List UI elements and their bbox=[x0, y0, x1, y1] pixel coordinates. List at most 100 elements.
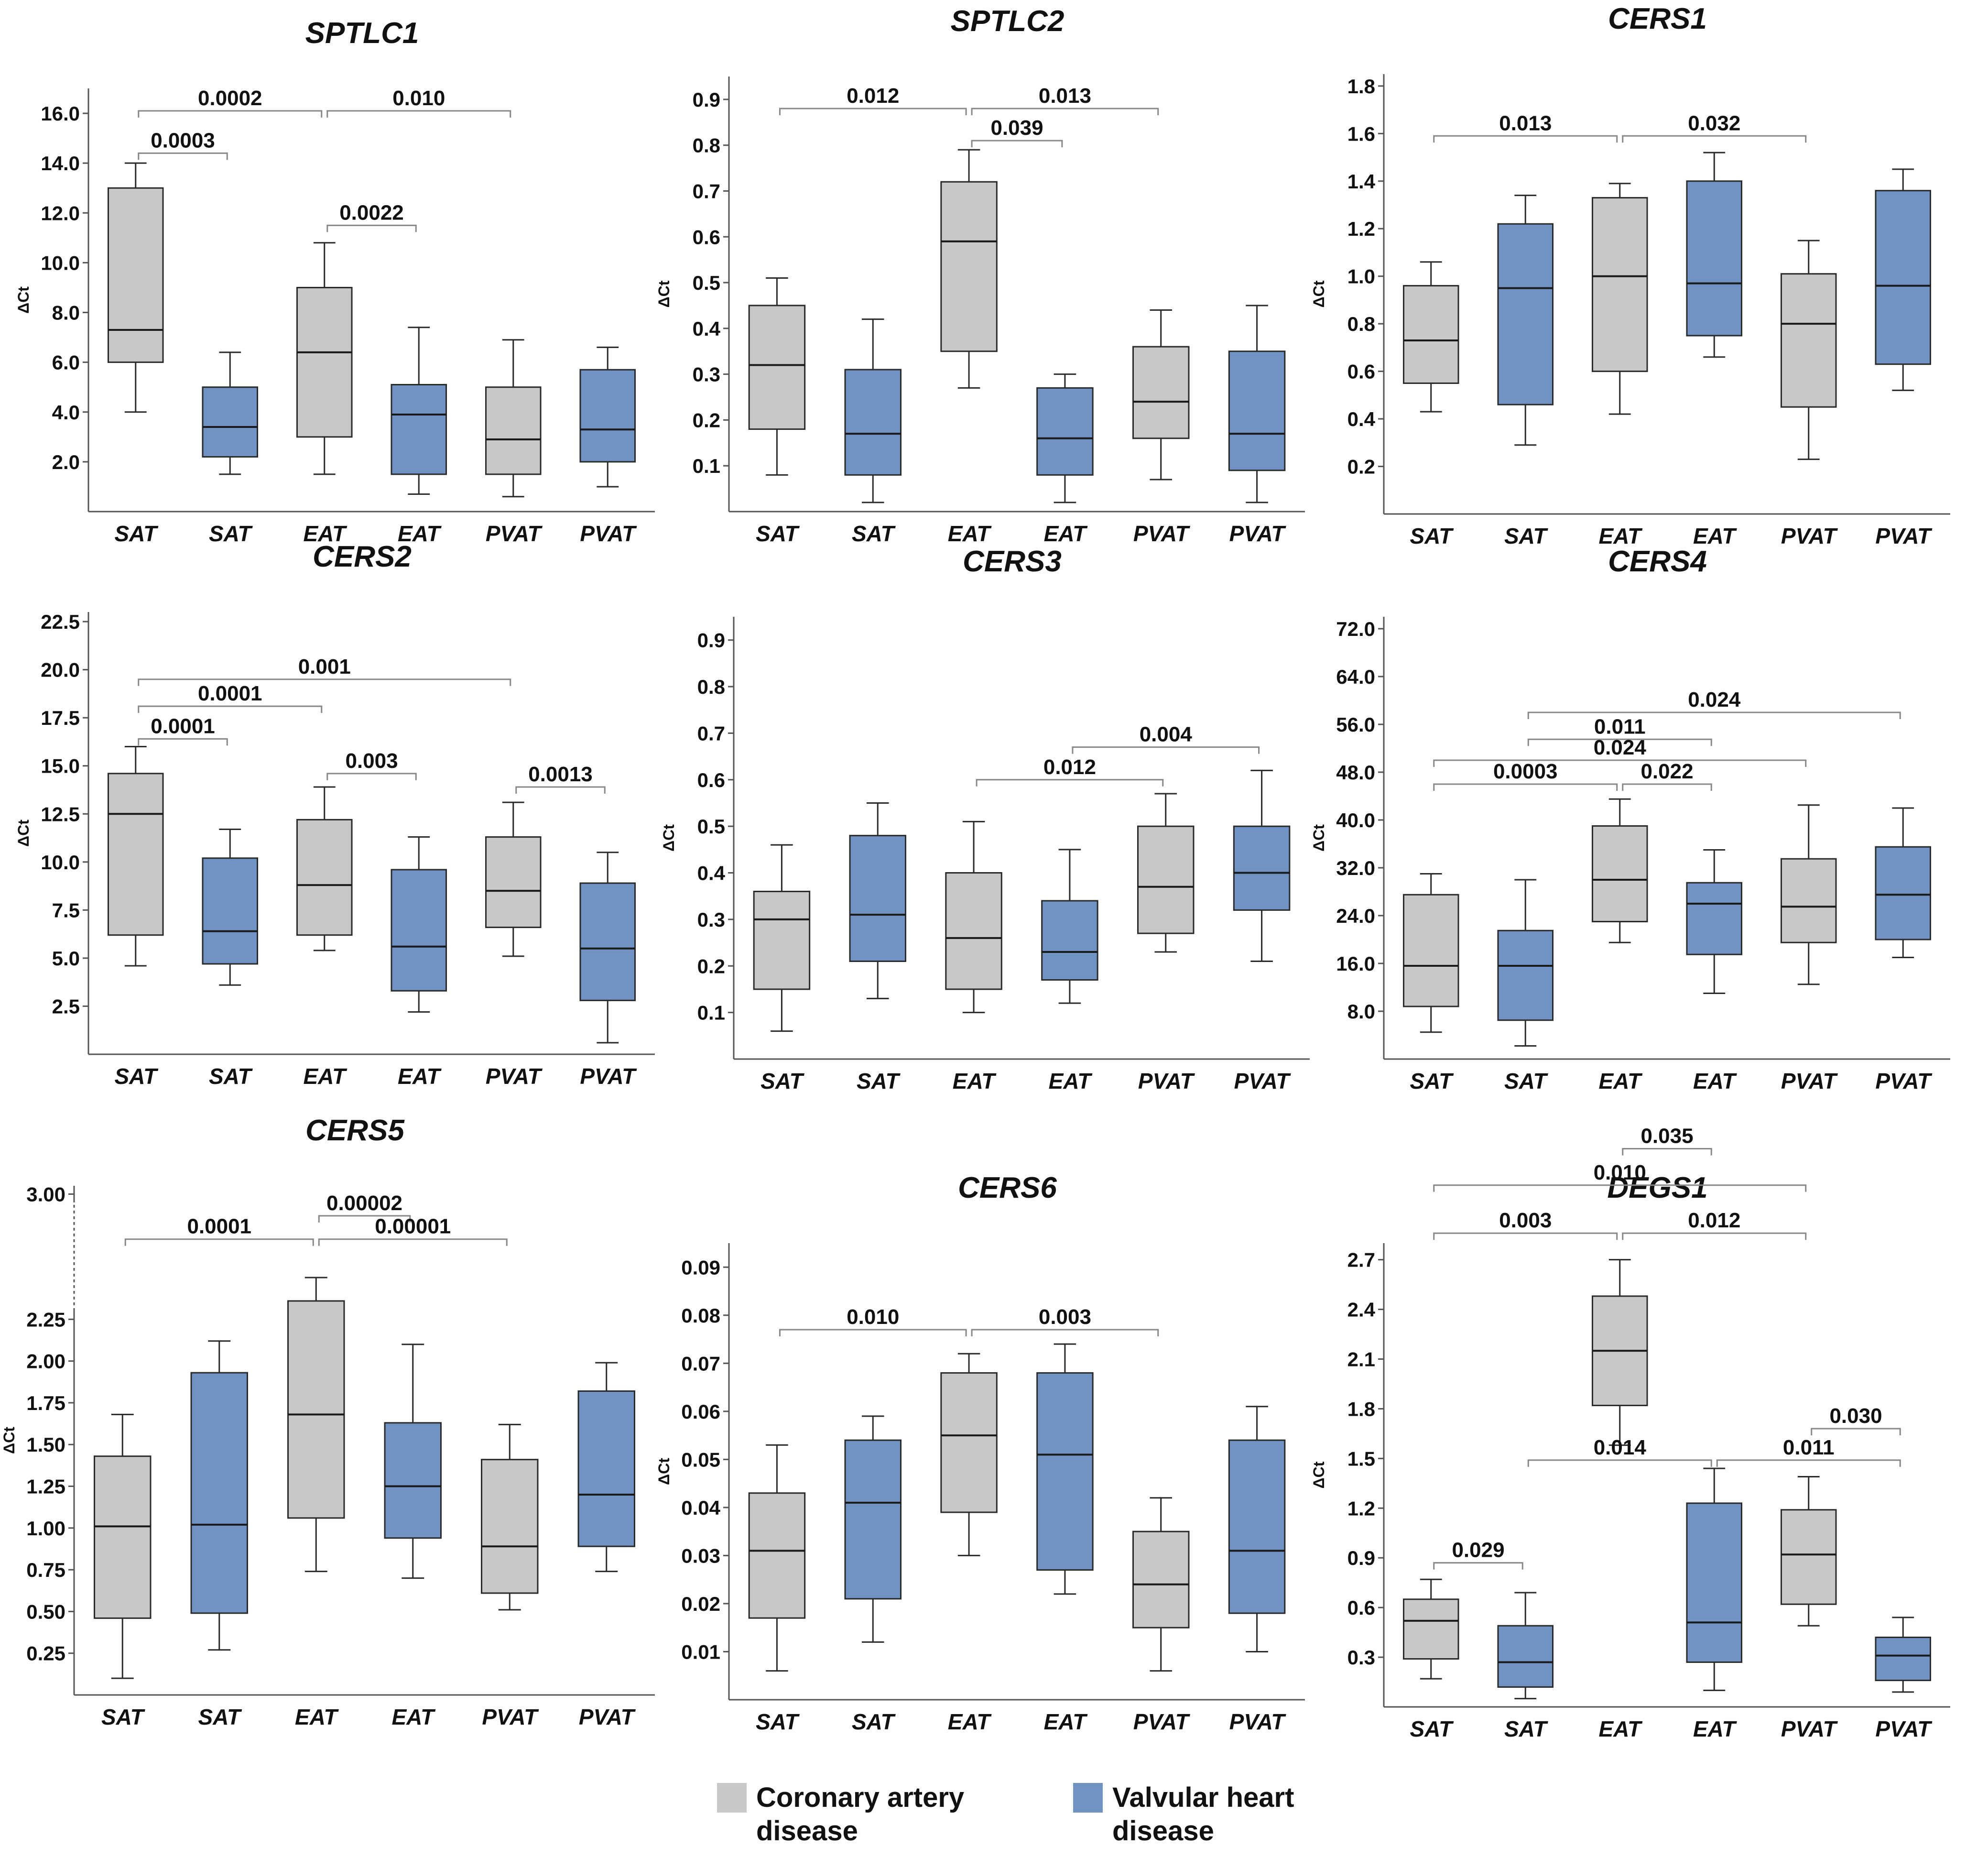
y-axis-label: ΔCt bbox=[660, 824, 677, 852]
x-tick-label: PVAT bbox=[482, 1705, 539, 1729]
y-tick-label: 0.4 bbox=[693, 317, 721, 340]
y-tick-label: 1.0 bbox=[1347, 265, 1375, 288]
p-value-label: 0.0003 bbox=[151, 129, 215, 152]
box-iqr bbox=[1036, 1372, 1094, 1571]
significance-bracket: 0.012 bbox=[779, 84, 967, 116]
x-tick-label: EAT bbox=[1598, 1069, 1642, 1093]
y-tick-label: 15.0 bbox=[41, 755, 80, 777]
panel-cers4: CERS4 8.0 16.0 24.0 32.0 40.0 48.0 56.0 64.0 72.0… bbox=[1310, 545, 1950, 1093]
y-tick-label: 0.6 bbox=[697, 769, 725, 791]
x-tick-label: EAT bbox=[1044, 1709, 1088, 1734]
significance-bracket: 0.012 bbox=[976, 755, 1164, 787]
y-tick-label: 2.1 bbox=[1347, 1348, 1375, 1371]
box-iqr bbox=[1875, 190, 1932, 365]
box-iqr bbox=[202, 386, 259, 458]
x-tick-label: SAT bbox=[1504, 524, 1548, 548]
box-iqr bbox=[1132, 1530, 1190, 1628]
x-tick-label: EAT bbox=[303, 1064, 347, 1089]
bracket-line bbox=[318, 1238, 508, 1246]
bracket-line bbox=[1527, 1459, 1712, 1467]
x-tick-label: SAT bbox=[756, 1709, 800, 1734]
y-tick-label: 0.3 bbox=[693, 363, 720, 386]
y-tick-label: 0.3 bbox=[697, 908, 725, 931]
box-iqr bbox=[1228, 1439, 1286, 1614]
box-sat-vhd bbox=[844, 318, 902, 503]
x-tick-label: SAT bbox=[114, 521, 158, 546]
box-eat-vhd bbox=[384, 1344, 442, 1579]
box-pvat-vhd bbox=[579, 852, 636, 1044]
y-tick-label: 0.04 bbox=[681, 1497, 720, 1519]
y-tick-label: 0.75 bbox=[26, 1559, 65, 1581]
p-value-label: 0.0001 bbox=[187, 1215, 251, 1238]
box-eat-vhd bbox=[1686, 152, 1743, 358]
p-value-label: 0.024 bbox=[1594, 736, 1647, 759]
bracket-line bbox=[1433, 1232, 1618, 1240]
y-axis-label: ΔCt bbox=[0, 1427, 18, 1454]
panel-cers3: CERS3 0.1 0.2 0.3 0.4 0.5 0.6 0.7 0.8 0.9 ΔCt SAT SA… bbox=[660, 545, 1310, 1093]
panel-title: CERS1 bbox=[1608, 2, 1707, 35]
significance-bracket: 0.00001 bbox=[318, 1215, 508, 1246]
box-iqr bbox=[1497, 223, 1554, 405]
x-tick-label: SAT bbox=[1504, 1716, 1548, 1741]
y-tick-label: 56.0 bbox=[1336, 713, 1375, 736]
x-tick-label: PVAT bbox=[486, 1064, 543, 1089]
x-tick-label: SAT bbox=[1410, 1069, 1454, 1093]
x-tick-label: PVAT bbox=[486, 521, 543, 546]
x-tick-label: PVAT bbox=[1133, 521, 1191, 546]
panel-sptlc2: SPTLC2 0.1 0.2 0.3 0.4 0.5 0.6 0.7 0.8 0.9 ΔCt SAT S… bbox=[655, 5, 1305, 546]
p-value-label: 0.010 bbox=[1594, 1161, 1646, 1184]
x-tick-label: SAT bbox=[852, 1709, 896, 1734]
box-iqr bbox=[577, 1390, 635, 1547]
y-tick-label: 0.9 bbox=[697, 629, 725, 652]
x-tick-label: SAT bbox=[852, 521, 896, 546]
panel-title: SPTLC2 bbox=[951, 5, 1065, 38]
y-tick-label: 0.2 bbox=[693, 409, 720, 431]
box-iqr bbox=[1780, 858, 1837, 943]
x-tick-label: EAT bbox=[391, 1705, 435, 1729]
y-axis-label: ΔCt bbox=[1310, 824, 1327, 852]
y-tick-label: 22.5 bbox=[41, 611, 80, 633]
p-value-label: 0.039 bbox=[990, 116, 1043, 140]
box-iqr bbox=[1137, 825, 1195, 934]
y-tick-label: 10.0 bbox=[41, 251, 80, 274]
y-tick-label: 0.5 bbox=[693, 272, 720, 294]
x-tick-label: PVAT bbox=[1875, 1069, 1933, 1093]
x-tick-label: PVAT bbox=[1781, 524, 1838, 548]
p-value-label: 0.0001 bbox=[151, 714, 215, 738]
y-tick-label: 0.07 bbox=[681, 1352, 720, 1375]
y-axis-label: ΔCt bbox=[1310, 280, 1327, 307]
y-axis-label: ΔCt bbox=[15, 286, 32, 314]
bracket-line bbox=[1433, 1184, 1807, 1192]
p-value-label: 0.032 bbox=[1688, 111, 1740, 135]
significance-bracket: 0.010 bbox=[326, 87, 511, 118]
x-tick-label: PVAT bbox=[580, 1064, 637, 1089]
box-iqr bbox=[391, 384, 447, 475]
box-iqr bbox=[94, 1455, 152, 1619]
y-tick-label: 2.4 bbox=[1347, 1299, 1376, 1321]
p-value-label: 0.0002 bbox=[198, 87, 262, 110]
significance-bracket: 0.012 bbox=[1622, 1209, 1807, 1240]
box-iqr bbox=[1233, 825, 1291, 911]
significance-bracket: 0.011 bbox=[1716, 1436, 1901, 1467]
x-tick-label: EAT bbox=[398, 1064, 442, 1089]
x-tick-label: EAT bbox=[295, 1705, 339, 1729]
p-value-label: 0.00001 bbox=[375, 1215, 451, 1238]
x-tick-label: EAT bbox=[1693, 1716, 1737, 1741]
significance-bracket: 0.0001 bbox=[124, 1215, 314, 1246]
box-pvat-vhd bbox=[1228, 1406, 1286, 1652]
p-value-label: 0.024 bbox=[1688, 688, 1741, 711]
legend-cad-swatch bbox=[717, 1783, 747, 1813]
bracket-line bbox=[976, 779, 1164, 787]
significance-bracket: 0.010 bbox=[1433, 1161, 1807, 1192]
x-tick-label: SAT bbox=[1410, 1716, 1454, 1741]
x-tick-label: PVAT bbox=[1875, 524, 1933, 548]
box-eat-vhd bbox=[1041, 849, 1098, 1004]
legend-vhd-swatch bbox=[1073, 1783, 1103, 1813]
box-eat-vhd bbox=[391, 836, 447, 1013]
y-tick-label: 0.03 bbox=[681, 1544, 720, 1567]
bracket-line bbox=[326, 110, 511, 118]
panel-cers2: CERS2 2.5 5.0 7.5 10.0 12.5 15.0 17.5 20.0 22.5 ΔC… bbox=[15, 540, 655, 1089]
box-sat-cad bbox=[107, 162, 164, 413]
y-tick-label: 0.6 bbox=[1347, 1596, 1375, 1619]
box-iqr bbox=[1780, 273, 1837, 408]
